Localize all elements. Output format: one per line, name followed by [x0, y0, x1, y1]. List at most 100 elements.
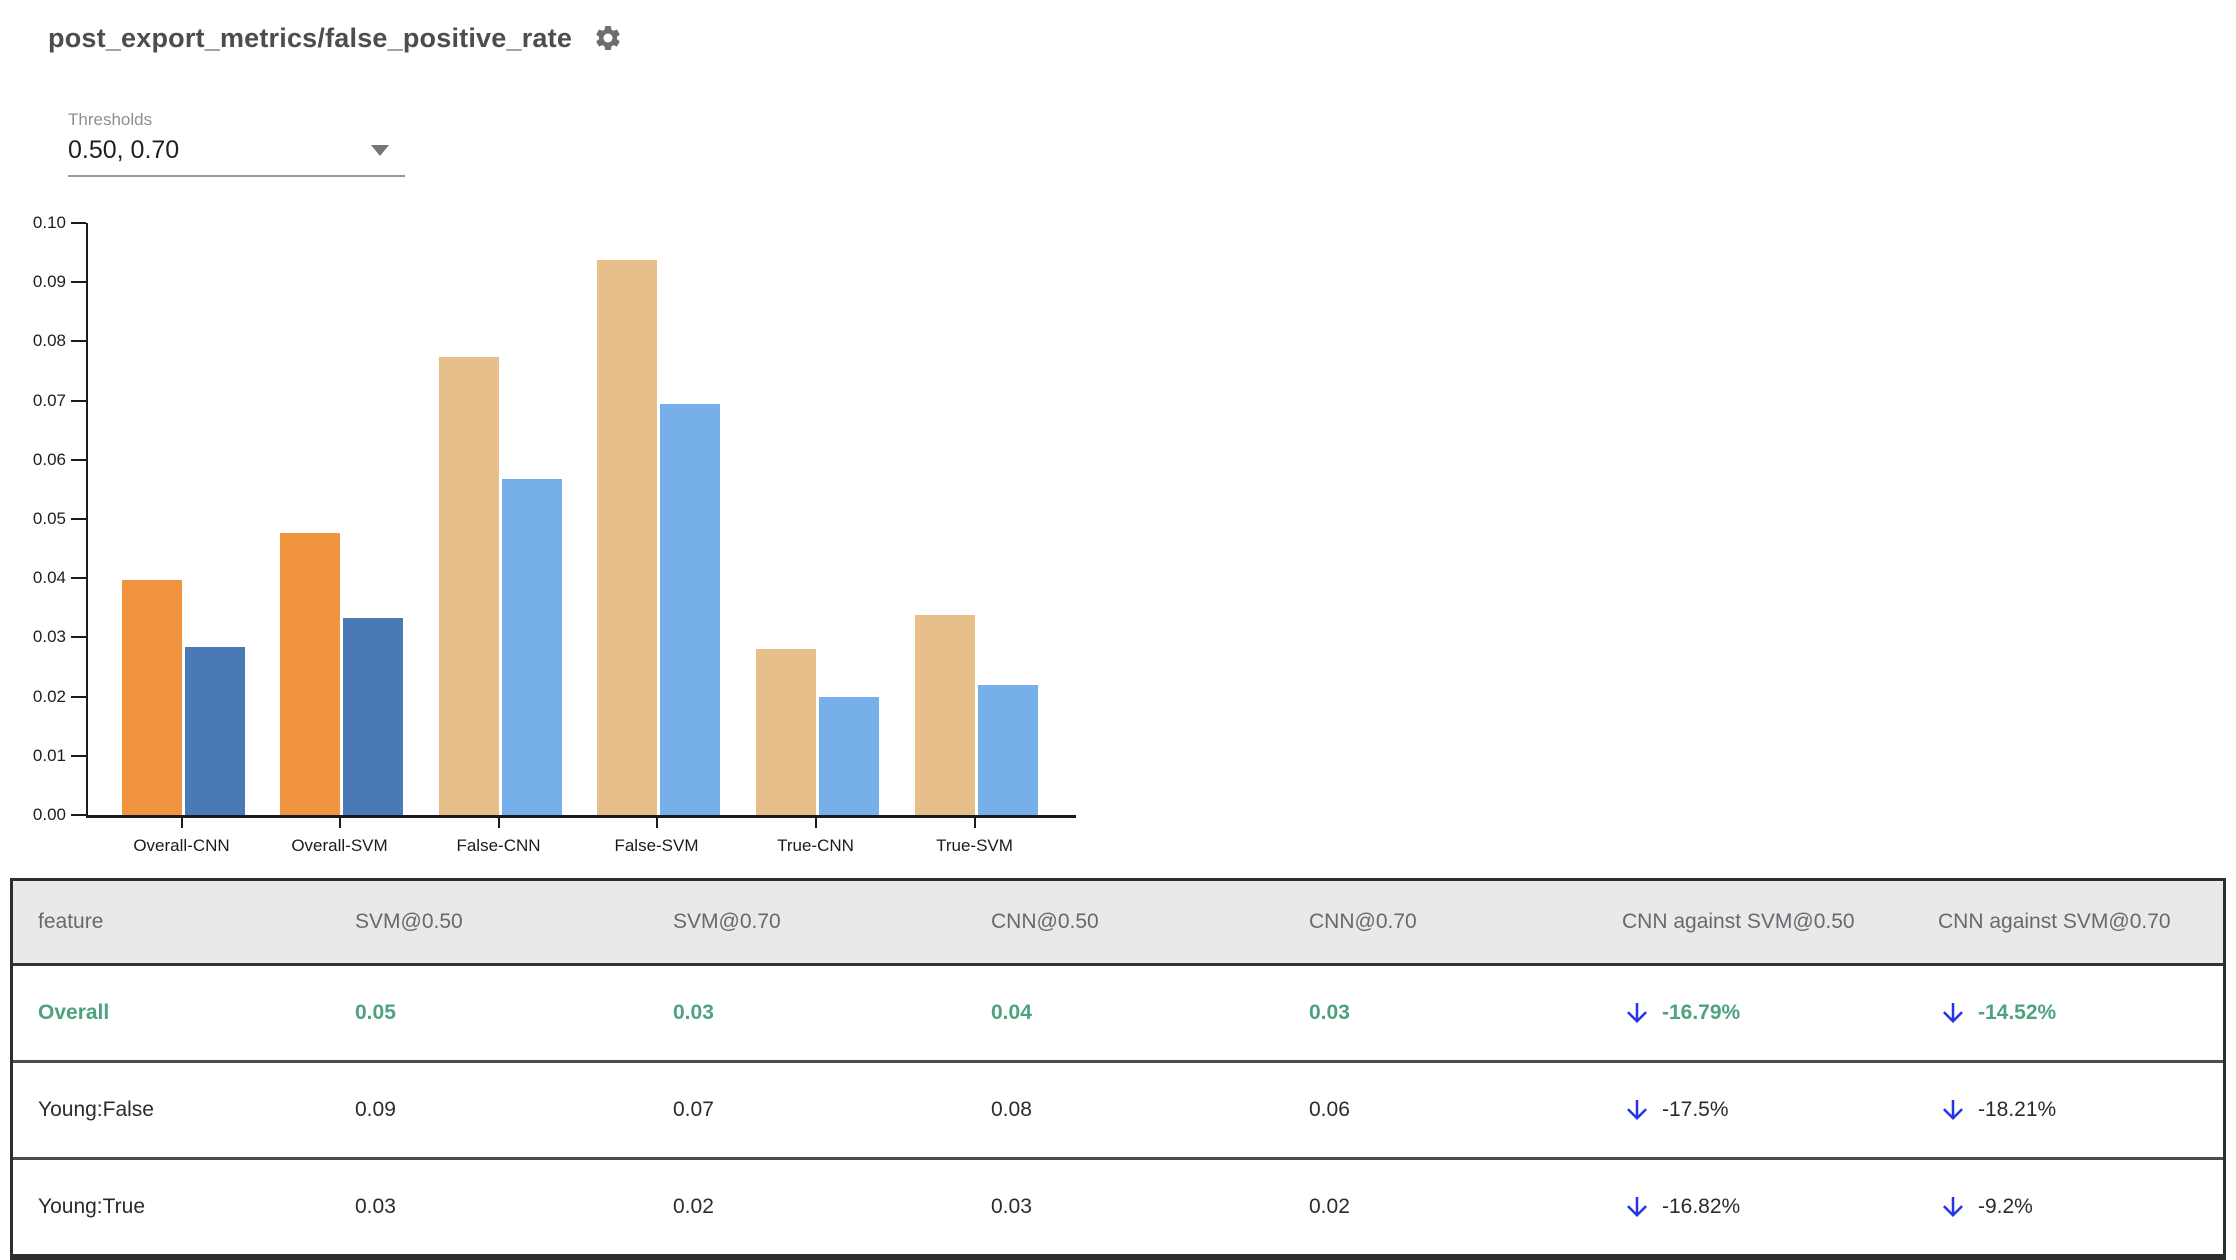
column-header: CNN@0.50 [991, 910, 1099, 933]
bar [502, 479, 562, 815]
delta-value: -17.5% [1662, 1098, 1729, 1121]
bar [597, 260, 657, 815]
x-tick-mark [973, 818, 976, 828]
delta-cell: -9.2% [1938, 1192, 2223, 1222]
y-tick-mark [71, 814, 86, 816]
bar [122, 580, 182, 815]
table-row: Young:False 0.09 0.07 0.08 0.06 -17.5% -18.21% [13, 1063, 2223, 1160]
x-tick-label: Overall-SVM [291, 836, 388, 855]
feature-cell: Overall [38, 1001, 110, 1024]
thresholds-label: Thresholds [68, 110, 153, 129]
y-tick-label: 0.00 [32, 805, 66, 824]
bar [343, 618, 403, 815]
x-tick-label: True-CNN [777, 836, 854, 855]
delta-value: -9.2% [1978, 1195, 2033, 1218]
y-tick-label: 0.01 [32, 745, 66, 765]
bar [915, 615, 975, 815]
column-header: CNN@0.70 [1309, 910, 1417, 933]
metrics-table: feature SVM@0.50 SVM@0.70 CNN@0.50 CNN@0.70 C… [10, 878, 2226, 1260]
x-tick-label: Overall-CNN [133, 836, 230, 855]
delta-cell: -18.21% [1938, 1095, 2223, 1125]
x-tick-mark [655, 818, 658, 828]
column-header: SVM@0.70 [673, 910, 781, 933]
arrow-down-icon [1627, 1197, 1647, 1217]
table-header: feature SVM@0.50 SVM@0.70 CNN@0.50 CNN@0.70 C… [13, 881, 2223, 966]
column-header: CNN against SVM@0.50 [1622, 910, 1855, 933]
x-tick-label: False-SVM [614, 836, 699, 855]
arrow-down-icon [1627, 1100, 1647, 1120]
table-row: Overall 0.05 0.03 0.04 0.03 -16.79% -14.52% [13, 966, 2223, 1063]
y-tick-mark [71, 281, 86, 284]
bar [756, 649, 816, 815]
y-tick-mark [71, 695, 86, 698]
arrow-down-icon [1943, 1100, 1963, 1120]
column-header: SVM@0.50 [355, 910, 463, 933]
gear-icon[interactable] [592, 22, 624, 54]
bar [185, 647, 245, 815]
arrow-down-icon [1943, 1003, 1963, 1023]
delta-cell: -16.82% [1622, 1192, 1938, 1222]
y-tick-mark [71, 518, 86, 520]
plot-area [86, 223, 1076, 818]
bar [819, 697, 879, 815]
y-tick-mark [71, 399, 86, 402]
arrow-down-icon [1943, 1197, 1963, 1217]
y-tick-label: 0.08 [32, 331, 66, 351]
table-row: Young:True 0.03 0.02 0.03 0.02 -16.82% -9.2% [13, 1160, 2223, 1254]
delta-value: -16.82% [1662, 1195, 1741, 1218]
value-cell: 0.03 [355, 1195, 396, 1218]
y-tick-label: 0.06 [32, 449, 66, 469]
value-cell: 0.09 [355, 1098, 396, 1121]
y-tick-mark [71, 340, 86, 343]
bar [439, 357, 499, 815]
y-tick-mark [71, 458, 86, 461]
bar [660, 404, 720, 815]
table-body: Overall 0.05 0.03 0.04 0.03 -16.79% -14.52% You… [13, 966, 2223, 1254]
value-cell: 0.02 [1309, 1195, 1350, 1218]
x-tick-mark [814, 818, 817, 828]
arrow-down-icon [1627, 1003, 1647, 1023]
x-tick-mark [497, 818, 500, 828]
value-cell: 0.08 [991, 1098, 1032, 1121]
bar [280, 533, 340, 815]
delta-cell: -17.5% [1622, 1095, 1938, 1125]
thresholds-value: 0.50, 0.70 [68, 136, 180, 164]
page-title: post_export_metrics/false_positive_rate [48, 22, 573, 53]
delta-value: -14.52% [1978, 1001, 2057, 1024]
value-cell: 0.05 [355, 1001, 396, 1024]
x-tick-mark [338, 818, 341, 828]
value-cell: 0.02 [673, 1195, 714, 1218]
value-cell: 0.03 [673, 1001, 714, 1024]
y-tick-mark [71, 577, 86, 580]
x-tick-label: False-CNN [456, 836, 541, 855]
value-cell: 0.04 [991, 1001, 1032, 1024]
y-tick-label: 0.05 [32, 509, 66, 528]
column-header: feature [38, 910, 104, 933]
delta-value: -18.21% [1978, 1098, 2057, 1121]
metric-header: post_export_metrics/false_positive_rate [48, 22, 624, 54]
y-tick-mark [71, 636, 86, 639]
feature-cell: Young:False [38, 1098, 154, 1121]
delta-cell: -16.79% [1622, 998, 1938, 1028]
y-tick-label: 0.09 [32, 272, 66, 292]
y-tick-mark [71, 222, 86, 224]
y-tick-label: 0.07 [32, 390, 66, 410]
y-tick-label: 0.03 [32, 627, 66, 647]
value-cell: 0.07 [673, 1098, 714, 1121]
bar-chart: 0.10 0.09 0.08 0.07 0.06 0.05 0.04 0.03 0.02 0.01… [0, 213, 1120, 873]
value-cell: 0.03 [991, 1195, 1032, 1218]
thresholds-dropdown[interactable]: Thresholds 0.50, 0.70 [68, 110, 405, 177]
delta-cell: -14.52% [1938, 998, 2223, 1028]
feature-cell: Young:True [38, 1195, 146, 1218]
bar [978, 685, 1038, 815]
chevron-down-icon [371, 145, 389, 156]
y-tick-label: 0.10 [32, 213, 66, 232]
delta-value: -16.79% [1662, 1001, 1741, 1024]
column-header: CNN against SVM@0.70 [1938, 910, 2171, 933]
x-tick-mark [180, 818, 183, 828]
value-cell: 0.03 [1309, 1001, 1350, 1024]
y-tick-label: 0.04 [32, 568, 66, 588]
x-tick-label: True-SVM [936, 836, 1013, 855]
value-cell: 0.06 [1309, 1098, 1350, 1121]
y-tick-label: 0.02 [32, 686, 66, 706]
